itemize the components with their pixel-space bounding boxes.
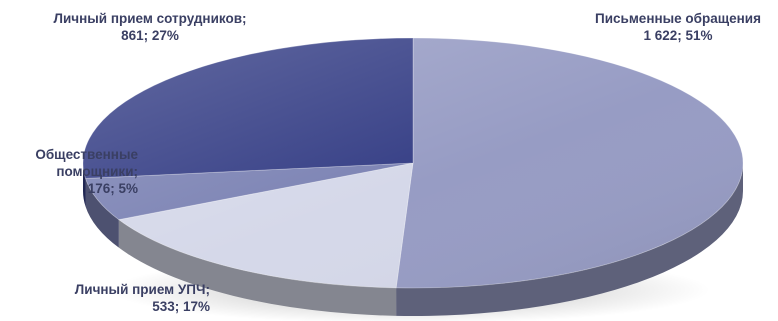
pie-side-письменные-обращения: [396, 163, 743, 316]
label-value: 176; 5%: [87, 181, 138, 196]
pie-gloss: [83, 38, 743, 288]
pie-slices: [82, 37, 744, 289]
label-value: 1 622; 51%: [643, 28, 713, 43]
label-obshchestvennye: Общественные помощники; 176; 5%: [0, 146, 138, 197]
label-name: Личный прием УПЧ;: [74, 282, 210, 297]
label-pismennye: Письменные обращения 1 622; 51%: [568, 10, 778, 44]
pie-sides: [83, 163, 743, 316]
label-name: Письменные обращения: [595, 11, 761, 26]
label-name-line2: помощники;: [56, 164, 138, 179]
label-lichny-priem-upch: Личный прием УПЧ; 533; 17%: [40, 281, 210, 315]
label-name: Личный прием сотрудников;: [53, 11, 247, 26]
label-name-line1: Общественные: [35, 147, 138, 162]
pie-side-общественные-помощники: [85, 178, 119, 248]
label-value: 861; 27%: [121, 28, 179, 43]
pie-side-личный-прием-упч: [118, 219, 397, 316]
label-value: 533; 17%: [152, 299, 210, 314]
pie-side-личный-прием-сотрудников: [83, 163, 86, 207]
label-lichny-priem-sotrudnikov: Личный прием сотрудников; 861; 27%: [25, 10, 275, 44]
